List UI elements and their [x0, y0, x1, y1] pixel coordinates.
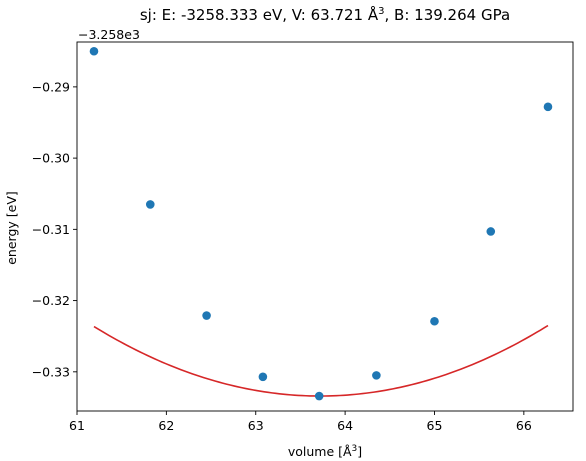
y-tick-label: −0.29: [32, 79, 70, 94]
x-tick-label: 64: [337, 418, 353, 433]
y-axis-offset-text: −3.258e3: [78, 27, 140, 42]
plot-area: 61 62 63 64 65 66 −0.33 −0.32 −0.31 −0.30 −0.29: [32, 41, 574, 433]
data-point: [202, 311, 211, 320]
x-tick-label: 66: [516, 418, 532, 433]
data-point: [89, 46, 99, 56]
x-axis-label-close: ]: [357, 444, 362, 459]
axes-frame: [76, 41, 574, 412]
y-axis-ticks: −0.33 −0.32 −0.31 −0.30 −0.29: [32, 79, 77, 379]
y-tick-label: −0.30: [32, 151, 70, 166]
data-point: [145, 200, 155, 209]
chart-title-superscript: 3: [378, 6, 384, 17]
data-point: [258, 372, 268, 382]
y-axis-label: energy [eV]: [4, 191, 19, 265]
chart-title: sj: E: -3258.333 eV, V: 63.721 Å3, B: 13…: [140, 5, 510, 24]
x-tick-label: 65: [427, 418, 443, 433]
series-layer: [89, 46, 553, 401]
data-point: [372, 371, 381, 380]
x-axis-label-superscript: 3: [352, 444, 358, 454]
x-tick-label: 62: [158, 418, 174, 433]
chart-title-suffix: , B: 139.264 GPa: [385, 6, 511, 24]
x-axis-label: volume [Å3]: [288, 444, 362, 459]
y-tick-label: −0.32: [32, 293, 70, 308]
x-axis-ticks: 61 62 63 64 65 66: [69, 411, 532, 433]
x-tick-label: 63: [248, 418, 264, 433]
plot-background: [77, 42, 573, 411]
x-tick-label: 61: [69, 418, 85, 433]
y-tick-label: −0.31: [32, 222, 70, 237]
data-point: [543, 102, 553, 112]
data-point: [314, 391, 324, 401]
y-tick-label: −0.33: [32, 364, 70, 379]
data-point: [486, 227, 496, 236]
data-point: [430, 316, 439, 326]
